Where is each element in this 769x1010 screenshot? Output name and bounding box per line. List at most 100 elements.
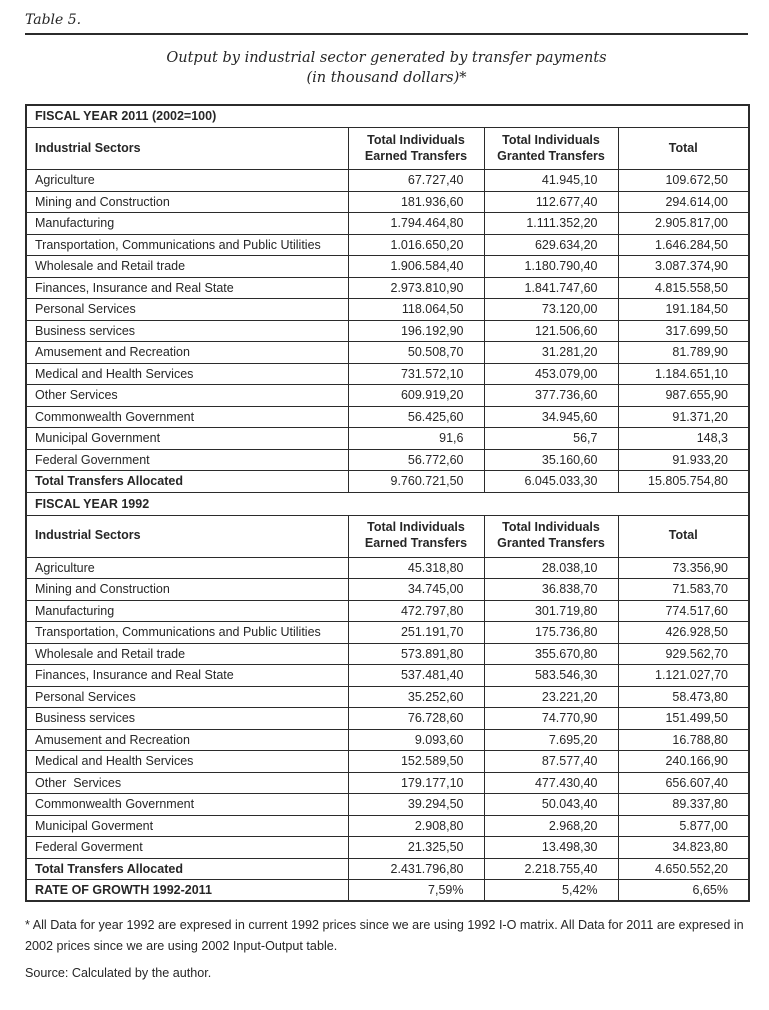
value-cell: 1.111.352,20: [483, 212, 619, 235]
sector-cell: Commonwealth Government: [25, 405, 349, 429]
sector-cell: Amusement and Recreation: [25, 728, 349, 752]
sector-cell: Commonwealth Government: [25, 793, 349, 816]
column-header: Total Individuals Earned Transfers: [347, 514, 485, 558]
value-cell: 196.192,90: [347, 319, 485, 343]
value-cell: 58.473,80: [617, 685, 750, 709]
value-cell: 2.908,80: [347, 814, 485, 838]
value-cell: 41.945,10: [483, 169, 619, 192]
table-row: Wholesale and Retail trade 573.891,80 355.…: [25, 642, 750, 666]
value-cell: 583.546,30: [483, 664, 619, 687]
sector-cell: Business services: [25, 707, 349, 730]
table-row: Amusement and Recreation 9.093,60 7.695,20…: [25, 728, 750, 752]
value-cell: 16.788,80: [617, 728, 750, 752]
value-cell: 152.589,50: [347, 750, 485, 773]
value-cell: 7.695,20: [483, 728, 619, 752]
value-cell: 76.728,60: [347, 707, 485, 730]
table-row: Other Services 609.919,20 377.736,60 987.65…: [25, 384, 750, 407]
sector-cell: Transportation, Communications and Publi…: [25, 621, 349, 644]
sector-cell: Finances, Insurance and Real State: [25, 276, 349, 300]
value-cell: 477.430,40: [483, 771, 619, 795]
value-cell: 774.517,60: [617, 599, 750, 623]
table-row: Business services 76.728,60 74.770,90 151.4…: [25, 707, 750, 730]
value-cell: 472.797,80: [347, 599, 485, 623]
header-row: Industrial Sectors Total Individuals Earn…: [25, 514, 750, 558]
value-cell: 181.936,60: [347, 190, 485, 214]
value-cell: 6,65%: [617, 879, 750, 902]
table-row: Mining and Construction 181.936,60 112.677…: [25, 190, 750, 214]
value-cell: 118.064,50: [347, 298, 485, 321]
sector-cell: Mining and Construction: [25, 190, 349, 214]
sector-cell: Agriculture: [25, 169, 349, 192]
value-cell: 91.933,20: [617, 448, 750, 472]
table-row: Total Transfers Allocated 9.760.721,50 6.0…: [25, 470, 750, 493]
column-header: Total Individuals Earned Transfers: [347, 127, 485, 171]
value-cell: 3.087.374,90: [617, 255, 750, 278]
value-cell: 15.805.754,80: [617, 470, 750, 493]
value-cell: 7,59%: [347, 879, 485, 902]
sector-cell: Other Services: [25, 771, 349, 795]
value-cell: 56,7: [483, 427, 619, 450]
sector-cell: Wholesale and Retail trade: [25, 642, 349, 666]
table-row: Manufacturing 472.797,80 301.719,80 774.517…: [25, 599, 750, 623]
value-cell: 50.043,40: [483, 793, 619, 816]
sector-cell: Medical and Health Services: [25, 750, 349, 773]
table-row: Mining and Construction 34.745,00 36.838,7…: [25, 578, 750, 601]
value-cell: 5,42%: [483, 879, 619, 902]
table-row: Agriculture 45.318,80 28.038,10 73.356,90: [25, 556, 750, 580]
sector-cell: Personal Services: [25, 685, 349, 709]
sector-cell: Medical and Health Services: [25, 362, 349, 386]
value-cell: 453.079,00: [483, 362, 619, 386]
value-cell: 1.906.584,40: [347, 255, 485, 278]
value-cell: 73.120,00: [483, 298, 619, 321]
sector-cell: Federal Goverment: [25, 836, 349, 859]
column-header: Industrial Sectors: [25, 127, 349, 171]
document-title: Output by industrial sector generated by…: [25, 48, 748, 89]
value-cell: 39.294,50: [347, 793, 485, 816]
sector-cell: Other Services: [25, 384, 349, 407]
value-cell: 240.166,90: [617, 750, 750, 773]
sector-cell: Finances, Insurance and Real State: [25, 664, 349, 687]
value-cell: 87.577,40: [483, 750, 619, 773]
table-row: RATE OF GROWTH 1992-2011 7,59% 5,42% 6,65%: [25, 879, 750, 902]
value-cell: 31.281,20: [483, 341, 619, 364]
table-row: Other Services 179.177,10 477.430,40 656.60…: [25, 771, 750, 795]
value-cell: 81.789,90: [617, 341, 750, 364]
sector-cell: RATE OF GROWTH 1992-2011: [25, 879, 349, 902]
column-header: Total Individuals Granted Transfers: [483, 514, 619, 558]
value-cell: 355.670,80: [483, 642, 619, 666]
sector-cell: Manufacturing: [25, 212, 349, 235]
sector-cell: Municipal Goverment: [25, 814, 349, 838]
value-cell: 45.318,80: [347, 556, 485, 580]
table-row: Medical and Health Services 152.589,50 87.…: [25, 750, 750, 773]
value-cell: 9.093,60: [347, 728, 485, 752]
value-cell: 537.481,40: [347, 664, 485, 687]
table-row: Federal Goverment 21.325,50 13.498,30 34.82…: [25, 836, 750, 859]
value-cell: 294.614,00: [617, 190, 750, 214]
footnote: * All Data for year 1992 are expresed in…: [25, 918, 744, 953]
value-cell: 4.650.552,20: [617, 857, 750, 881]
value-cell: 2.218.755,40: [483, 857, 619, 881]
table-row: Personal Services 35.252,60 23.221,20 58.47…: [25, 685, 750, 709]
sector-cell: Personal Services: [25, 298, 349, 321]
value-cell: 179.177,10: [347, 771, 485, 795]
column-header: Total: [617, 127, 750, 171]
value-cell: 1.646.284,50: [617, 233, 750, 257]
value-cell: 377.736,60: [483, 384, 619, 407]
table-row: Medical and Health Services 731.572,10 453…: [25, 362, 750, 386]
table-row: Finances, Insurance and Real State 537.48…: [25, 664, 750, 687]
table-row: Commonwealth Government 39.294,50 50.043,4…: [25, 793, 750, 816]
table-row: Commonwealth Government 56.425,60 34.945,6…: [25, 405, 750, 429]
section-row: FISCAL YEAR 1992: [25, 491, 750, 516]
value-cell: 35.160,60: [483, 448, 619, 472]
table-row: Transportation, Communications and Publi…: [25, 233, 750, 257]
value-cell: 121.506,60: [483, 319, 619, 343]
sector-cell: Manufacturing: [25, 599, 349, 623]
value-cell: 731.572,10: [347, 362, 485, 386]
value-cell: 112.677,40: [483, 190, 619, 214]
value-cell: 175.736,80: [483, 621, 619, 644]
document-title-line1: Output by industrial sector generated by…: [166, 50, 607, 66]
value-cell: 151.499,50: [617, 707, 750, 730]
value-cell: 56.425,60: [347, 405, 485, 429]
value-cell: 2.973.810,90: [347, 276, 485, 300]
value-cell: 91.371,20: [617, 405, 750, 429]
